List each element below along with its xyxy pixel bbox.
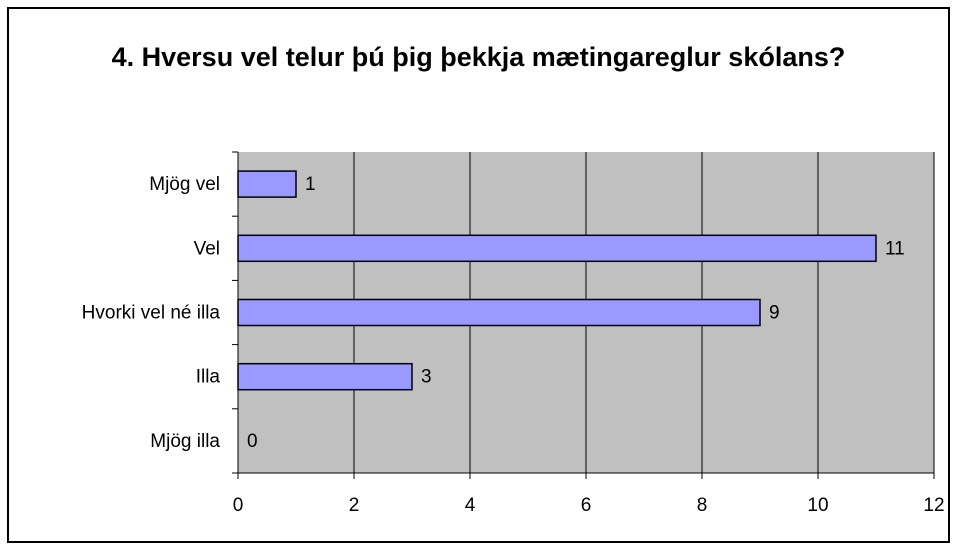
y-tick-label: Vel xyxy=(194,238,220,259)
data-label: 9 xyxy=(769,303,780,324)
x-tick-label: 2 xyxy=(349,495,360,516)
y-tick-label: Mjög illa xyxy=(150,431,220,452)
y-tick-label: Illa xyxy=(196,367,221,388)
data-label: 3 xyxy=(421,367,432,388)
chart-title: 4. Hversu vel telur þú þig þekkja mæting… xyxy=(111,42,846,72)
x-tick-label: 0 xyxy=(233,495,244,516)
data-label: 1 xyxy=(305,174,316,195)
x-tick-label: 8 xyxy=(697,495,708,516)
data-label: 0 xyxy=(247,431,258,452)
x-tick-label: 10 xyxy=(807,495,828,516)
bar xyxy=(237,170,297,198)
bar xyxy=(237,234,877,263)
x-tick-label: 4 xyxy=(465,495,476,516)
data-label: 11 xyxy=(885,238,905,259)
y-tick-label: Hvorki vel né illa xyxy=(82,303,221,324)
y-tick-label: Mjög vel xyxy=(149,174,220,195)
x-tick-label: 12 xyxy=(923,495,944,516)
bar xyxy=(237,362,413,391)
bar xyxy=(237,298,761,327)
x-tick-label: 6 xyxy=(581,495,592,516)
